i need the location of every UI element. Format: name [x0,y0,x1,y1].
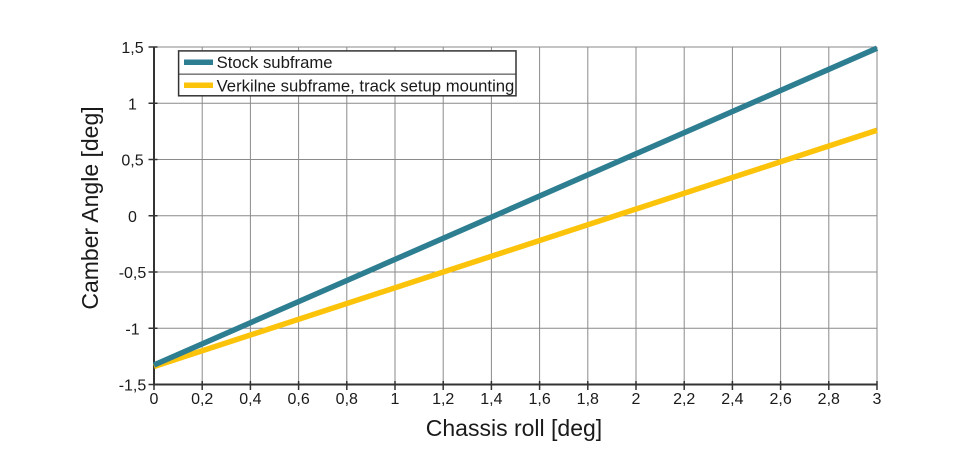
svg-text:2: 2 [632,391,641,408]
svg-text:0,2: 0,2 [191,391,213,408]
svg-text:0,5: 0,5 [121,153,143,170]
svg-text:3: 3 [873,391,882,408]
svg-text:2,4: 2,4 [721,391,743,408]
svg-text:2,8: 2,8 [818,391,840,408]
svg-text:1,2: 1,2 [432,391,454,408]
svg-text:Verkilne subframe, track setup: Verkilne subframe, track setup mounting [217,76,515,95]
svg-text:Camber Angle [deg]: Camber Angle [deg] [77,106,103,309]
svg-text:1,5: 1,5 [121,40,143,57]
svg-text:1: 1 [391,391,400,408]
svg-text:1,6: 1,6 [528,391,550,408]
svg-text:1,4: 1,4 [480,391,502,408]
svg-text:Stock subframe: Stock subframe [217,53,333,72]
svg-text:-0,5: -0,5 [119,265,147,282]
svg-text:0: 0 [128,209,137,226]
svg-text:1,8: 1,8 [577,391,599,408]
svg-text:1: 1 [128,96,137,113]
svg-text:0,6: 0,6 [287,391,309,408]
svg-text:2,2: 2,2 [673,391,695,408]
svg-text:2,6: 2,6 [769,391,791,408]
svg-text:0,8: 0,8 [336,391,358,408]
svg-text:-1,5: -1,5 [119,378,147,395]
svg-text:0,4: 0,4 [239,391,261,408]
svg-text:Chassis roll [deg]: Chassis roll [deg] [426,415,602,441]
svg-text:0: 0 [150,391,159,408]
svg-text:-1: -1 [125,321,139,338]
